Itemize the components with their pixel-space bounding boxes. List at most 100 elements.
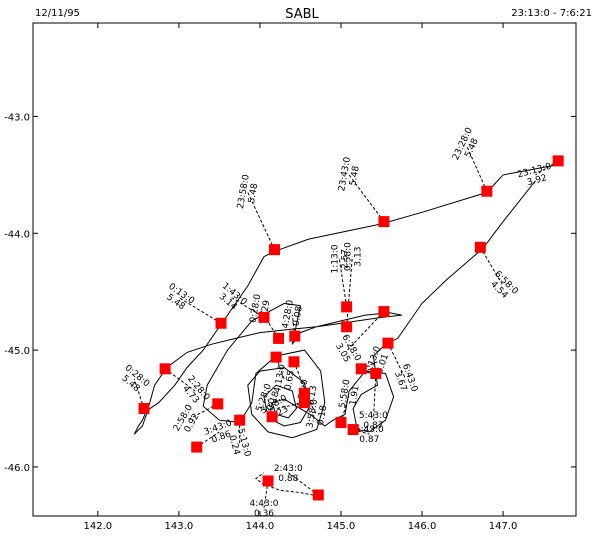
chart-date: 12/11/95 bbox=[35, 8, 80, 19]
station-value-label: 0.18 bbox=[316, 404, 329, 426]
plot-frame bbox=[32, 22, 577, 517]
station-time-label: 0:58:0 bbox=[343, 242, 353, 271]
station-marker bbox=[341, 301, 353, 313]
station-value-label: 0.36 bbox=[254, 509, 274, 519]
station-leader-line bbox=[196, 431, 220, 448]
station-marker bbox=[234, 414, 246, 426]
y-tick-label: -43.0 bbox=[4, 112, 30, 123]
x-tick-label: 145.0 bbox=[327, 521, 356, 532]
y-tick-label: -45.0 bbox=[4, 346, 30, 357]
station-label-group: 23:28:05.48 bbox=[451, 126, 481, 162]
station-marker bbox=[273, 332, 285, 344]
chart-time-range: 23:13:0 - 7:6:21 bbox=[511, 8, 592, 19]
x-tick-label: 142.0 bbox=[84, 521, 113, 532]
station-marker bbox=[159, 363, 171, 375]
station-label-group: 23:43:05.48 bbox=[337, 156, 361, 192]
station-time-label: 2:43:0 bbox=[274, 464, 303, 474]
station-leader-line bbox=[304, 393, 318, 415]
station-value-label: 1.91 bbox=[348, 385, 361, 406]
station-label-group: 6:28:03.05 bbox=[333, 333, 363, 364]
station-marker bbox=[258, 311, 270, 323]
x-tick-label: 147.0 bbox=[489, 521, 518, 532]
station-label-group: 6:43:03.67 bbox=[392, 363, 419, 394]
station-marker bbox=[212, 398, 224, 410]
station-label-group: 5:43:00.87 bbox=[355, 425, 384, 445]
station-label-group: 23:58:05.48 bbox=[236, 173, 260, 209]
station-marker bbox=[335, 417, 347, 429]
station-marker bbox=[266, 411, 278, 423]
station-value-label: 5.48 bbox=[247, 182, 260, 204]
station-marker bbox=[382, 337, 394, 349]
station-value-label: 0.88 bbox=[278, 474, 298, 484]
station-label-group: 1:43:03.14 bbox=[217, 281, 249, 312]
station-label-group: 4:43:00.36 bbox=[250, 499, 279, 519]
station-leader-line bbox=[263, 480, 269, 508]
station-marker bbox=[312, 489, 324, 501]
station-leader-line bbox=[178, 297, 222, 324]
station-label-group: 4:28:00.08 bbox=[281, 299, 305, 330]
station-marker bbox=[370, 367, 382, 379]
station-leader-line bbox=[338, 258, 348, 307]
station-leader-line bbox=[387, 342, 407, 380]
station-label-group: 4:13:00.65 bbox=[273, 363, 297, 394]
station-value-label: 0.08 bbox=[292, 305, 305, 327]
station-label-group: 5:58:01.91 bbox=[338, 378, 362, 409]
station-marker bbox=[474, 241, 486, 253]
y-tick-label: -44.0 bbox=[4, 229, 30, 240]
station-marker bbox=[347, 424, 359, 436]
station-label-group: 0:13:05.48 bbox=[164, 282, 196, 313]
y-tick-label: -46.0 bbox=[4, 463, 30, 474]
station-label-group: 0:28:05.48 bbox=[120, 363, 152, 394]
x-tick-label: 146.0 bbox=[408, 521, 437, 532]
station-label-group: 0:58:0 3.13 bbox=[343, 242, 363, 271]
station-marker bbox=[299, 387, 310, 399]
station-marker bbox=[270, 351, 282, 363]
station-time-label: 5:43:0 bbox=[359, 411, 388, 421]
station-leader-line bbox=[535, 160, 559, 176]
station-marker bbox=[552, 155, 564, 167]
station-value-label: 0.65 bbox=[283, 370, 296, 391]
station-value-label: 2.57 bbox=[340, 249, 350, 269]
station-label-group: 2:58:00.92 bbox=[172, 403, 202, 434]
station-label-group: 2:28:04.73 bbox=[180, 374, 211, 406]
station-marker bbox=[288, 356, 300, 368]
return-leg-line bbox=[255, 472, 319, 497]
station-time-label: 4:43:0 bbox=[250, 499, 279, 509]
chart-title: SABL bbox=[285, 7, 319, 22]
x-tick-label: 143.0 bbox=[165, 521, 194, 532]
station-marker bbox=[269, 244, 281, 256]
station-leader-line bbox=[466, 145, 488, 192]
x-tick-label: 144.0 bbox=[246, 521, 275, 532]
station-label-group: 2:43:00.88 bbox=[274, 464, 303, 484]
station-marker bbox=[299, 397, 310, 409]
station-time-label: 1:13:0 bbox=[330, 244, 340, 273]
station-value-label: 3.13 bbox=[353, 247, 363, 267]
station-time-label: 5:43:0 bbox=[355, 425, 384, 435]
station-label-group: 23:13:03.92 bbox=[516, 162, 552, 188]
station-leader-line bbox=[247, 192, 275, 250]
station-marker bbox=[355, 363, 367, 375]
station-marker bbox=[481, 185, 493, 197]
station-leader-line bbox=[479, 247, 504, 287]
station-leader-line bbox=[372, 373, 377, 421]
station-leader-line bbox=[346, 256, 353, 327]
station-marker bbox=[138, 403, 150, 415]
station-label-group: 5:43:00.87 bbox=[359, 411, 388, 431]
station-marker bbox=[215, 317, 227, 329]
station-leader-line bbox=[275, 356, 285, 380]
station-marker bbox=[378, 216, 390, 228]
station-value-label: 0.87 bbox=[363, 421, 383, 431]
station-value-label: 0.87 bbox=[359, 435, 379, 445]
station-marker bbox=[289, 330, 301, 342]
station-marker bbox=[378, 306, 390, 318]
station-label-group: 1:13:0 2.57 bbox=[330, 244, 350, 273]
station-marker bbox=[191, 441, 203, 453]
station-leader-line bbox=[291, 315, 296, 337]
station-leader-line bbox=[347, 311, 385, 351]
station-marker bbox=[341, 321, 353, 333]
station-value-label: 5.48 bbox=[348, 165, 361, 187]
station-marker bbox=[262, 475, 274, 487]
station-label-group: 6:58:04.54 bbox=[488, 269, 520, 301]
